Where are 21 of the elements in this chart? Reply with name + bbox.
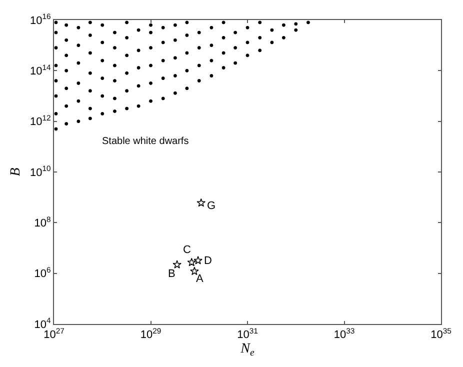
point	[196, 198, 206, 207]
x-tick-label: 10$^{31}$	[237, 326, 258, 342]
y-tick-label: 10$^{12}$	[30, 114, 51, 128]
annotation: G	[207, 200, 216, 212]
y-tick-label: 10$^{6}$	[34, 266, 51, 280]
y-tick-label: 10$^{10}$	[30, 164, 51, 179]
y-axis-title: B	[8, 167, 24, 176]
x-tick-label: 10$^{33}$	[334, 326, 355, 342]
y-tick-label: 10$^{14}$	[30, 62, 52, 78]
annotation: Stable white dwarfs	[102, 136, 189, 147]
y-tick-label: 10$^{8}$	[34, 214, 51, 230]
annotation: A	[196, 273, 204, 285]
x-axis-title: N$_{e}$	[240, 342, 255, 358]
x-tick-label: 10$^{35}$	[430, 326, 452, 342]
y-tick-label: 10$^{16}$	[30, 12, 51, 27]
annotation: D	[204, 255, 212, 267]
annotation: C	[183, 244, 191, 256]
x-tick-label: 10$^{29}$	[140, 326, 162, 342]
point	[190, 266, 199, 276]
annotation: B	[168, 268, 176, 280]
point	[194, 256, 202, 264]
